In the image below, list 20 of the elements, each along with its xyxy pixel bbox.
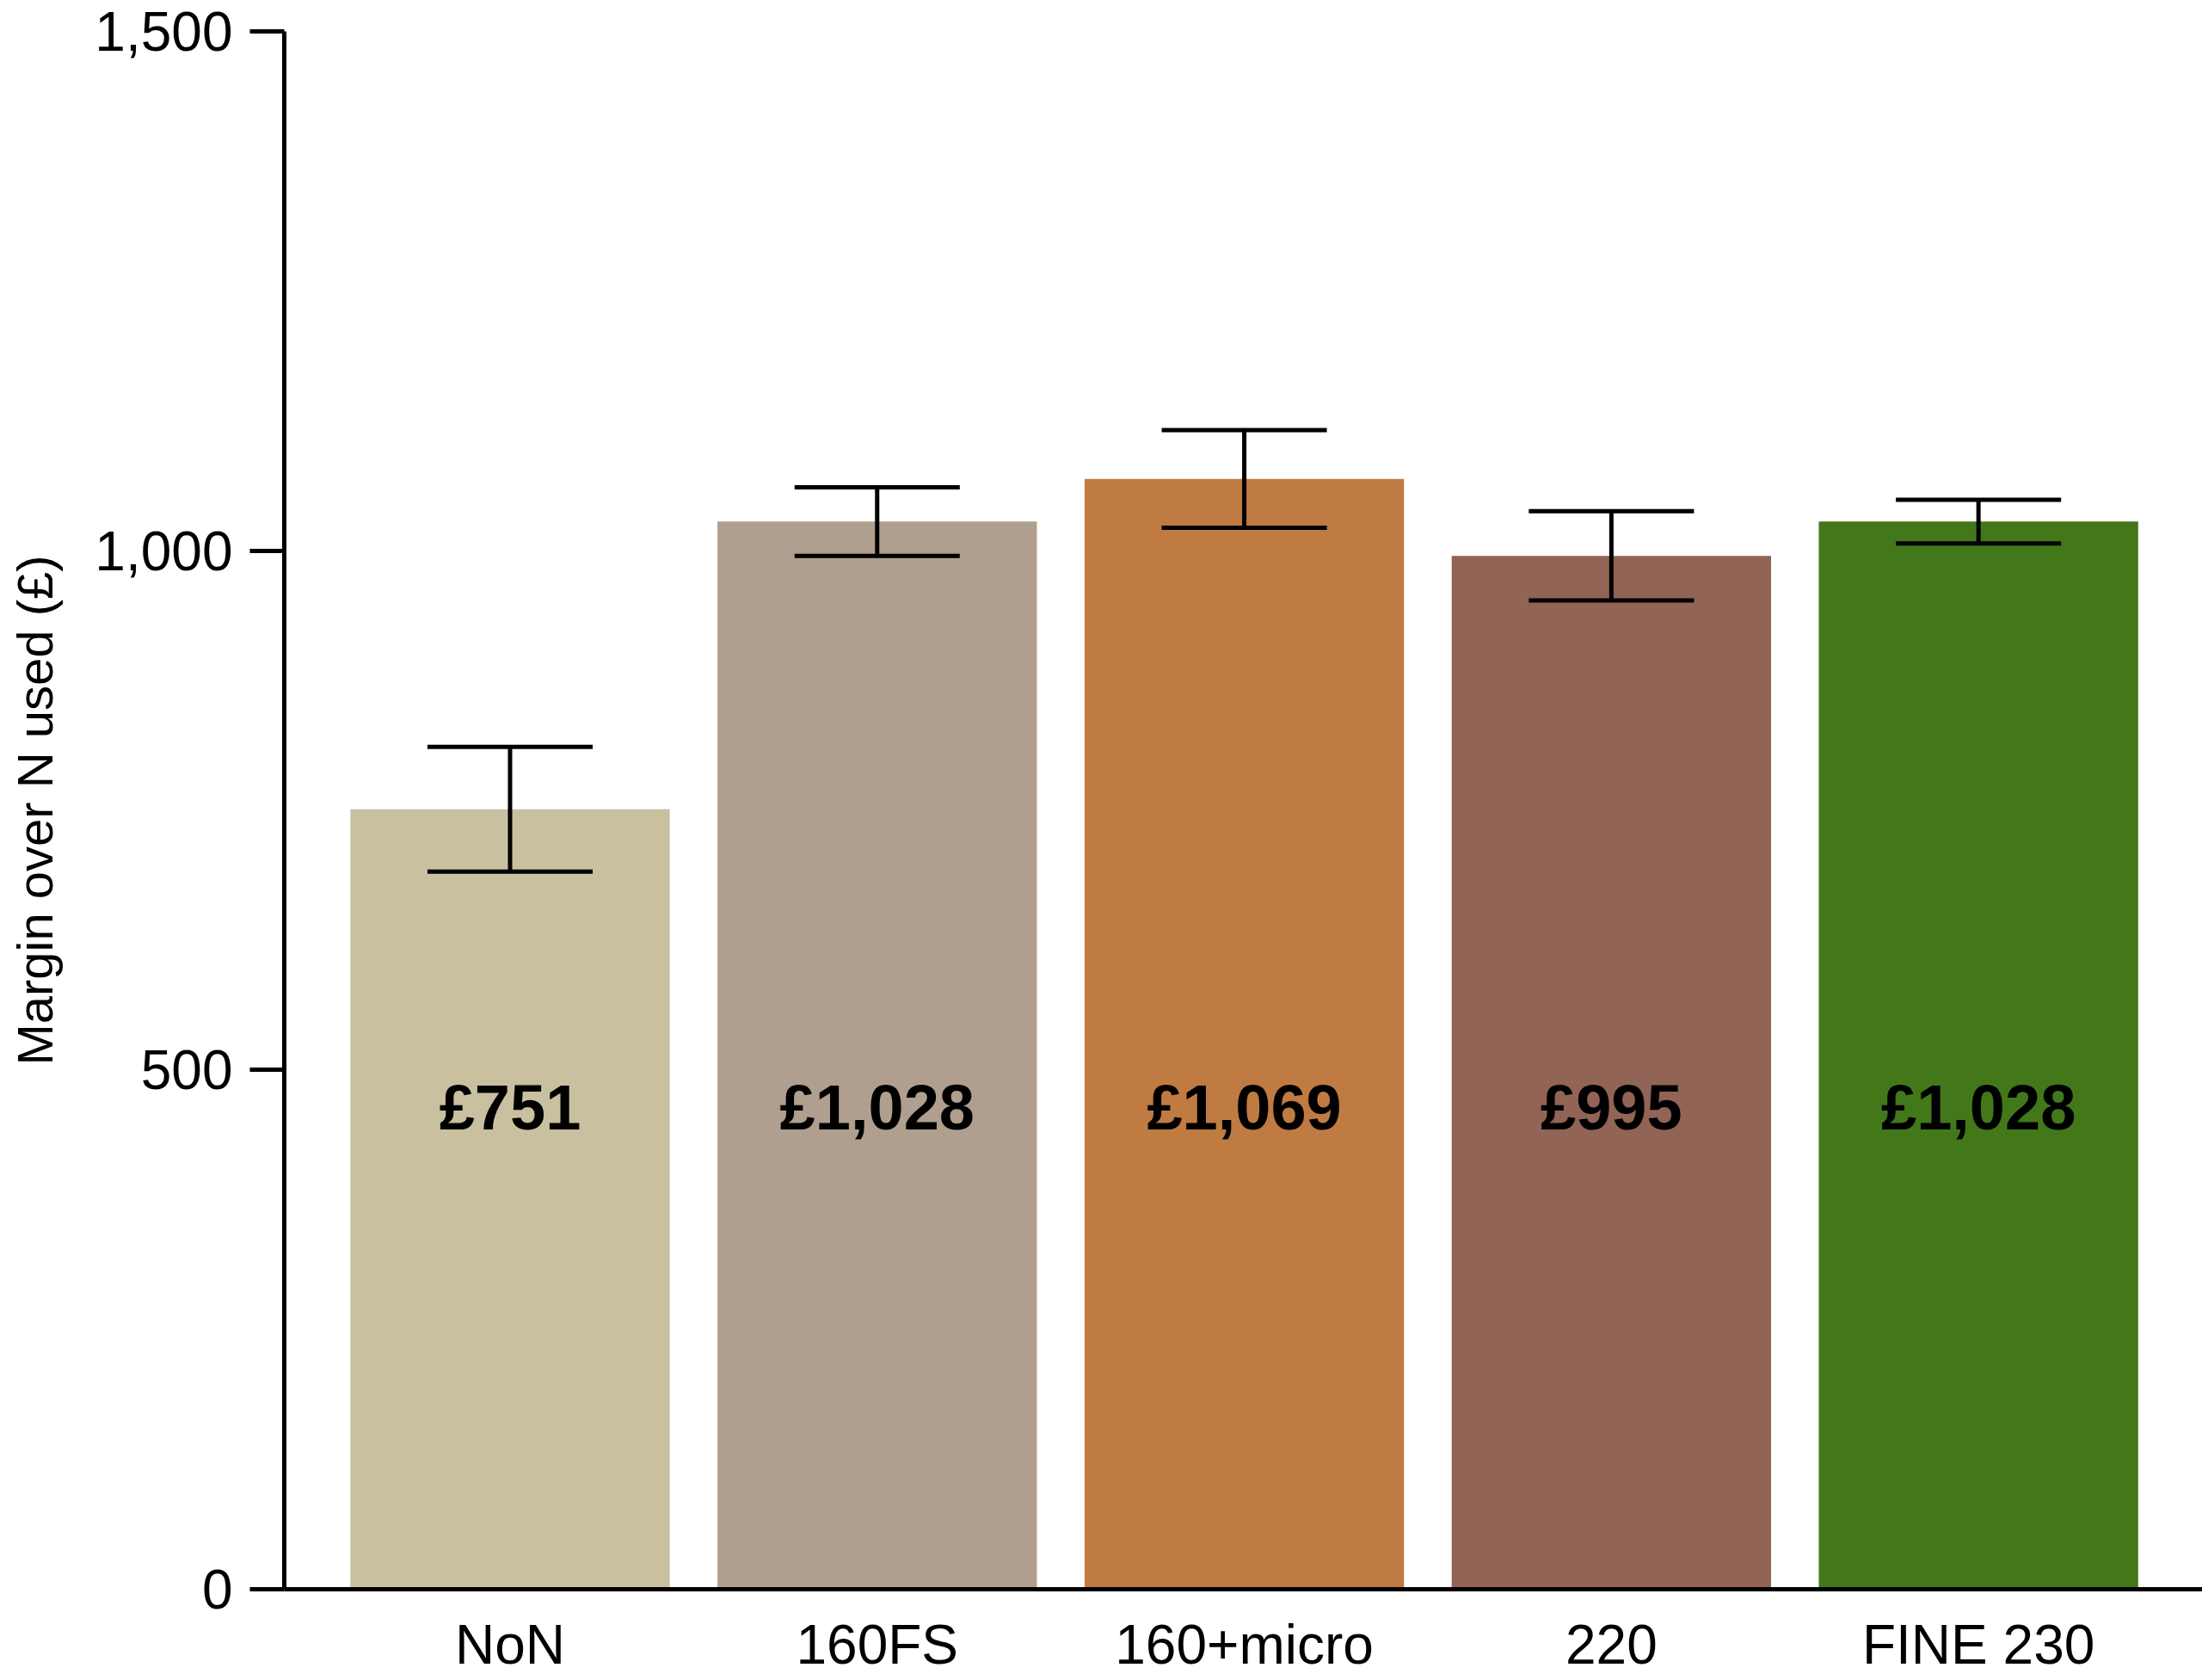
data-label: £995 [1541,1072,1682,1144]
y-axis-title: Margin over N used (£) [7,555,64,1066]
bar [1451,556,1772,1590]
bar [350,809,670,1590]
x-tick-label: 220 [1565,1613,1658,1676]
y-tick-label: 0 [201,1559,233,1621]
bar [1084,478,1405,1590]
bar [1818,521,2138,1590]
data-label: £1,028 [1880,1072,2076,1144]
bar [717,521,1037,1590]
y-tick-label: 500 [140,1039,233,1102]
x-tick-label: 160FS [796,1613,959,1676]
data-label: £751 [439,1072,581,1144]
data-label: £1,028 [779,1072,975,1144]
x-tick-label: FINE 230 [1861,1613,2095,1676]
y-tick-label: 1,000 [95,520,233,582]
x-tick-label: 160+micro [1115,1613,1374,1676]
y-tick-label: 1,500 [95,1,233,63]
data-label: £1,069 [1147,1072,1342,1144]
x-tick-label: NoN [454,1613,565,1676]
